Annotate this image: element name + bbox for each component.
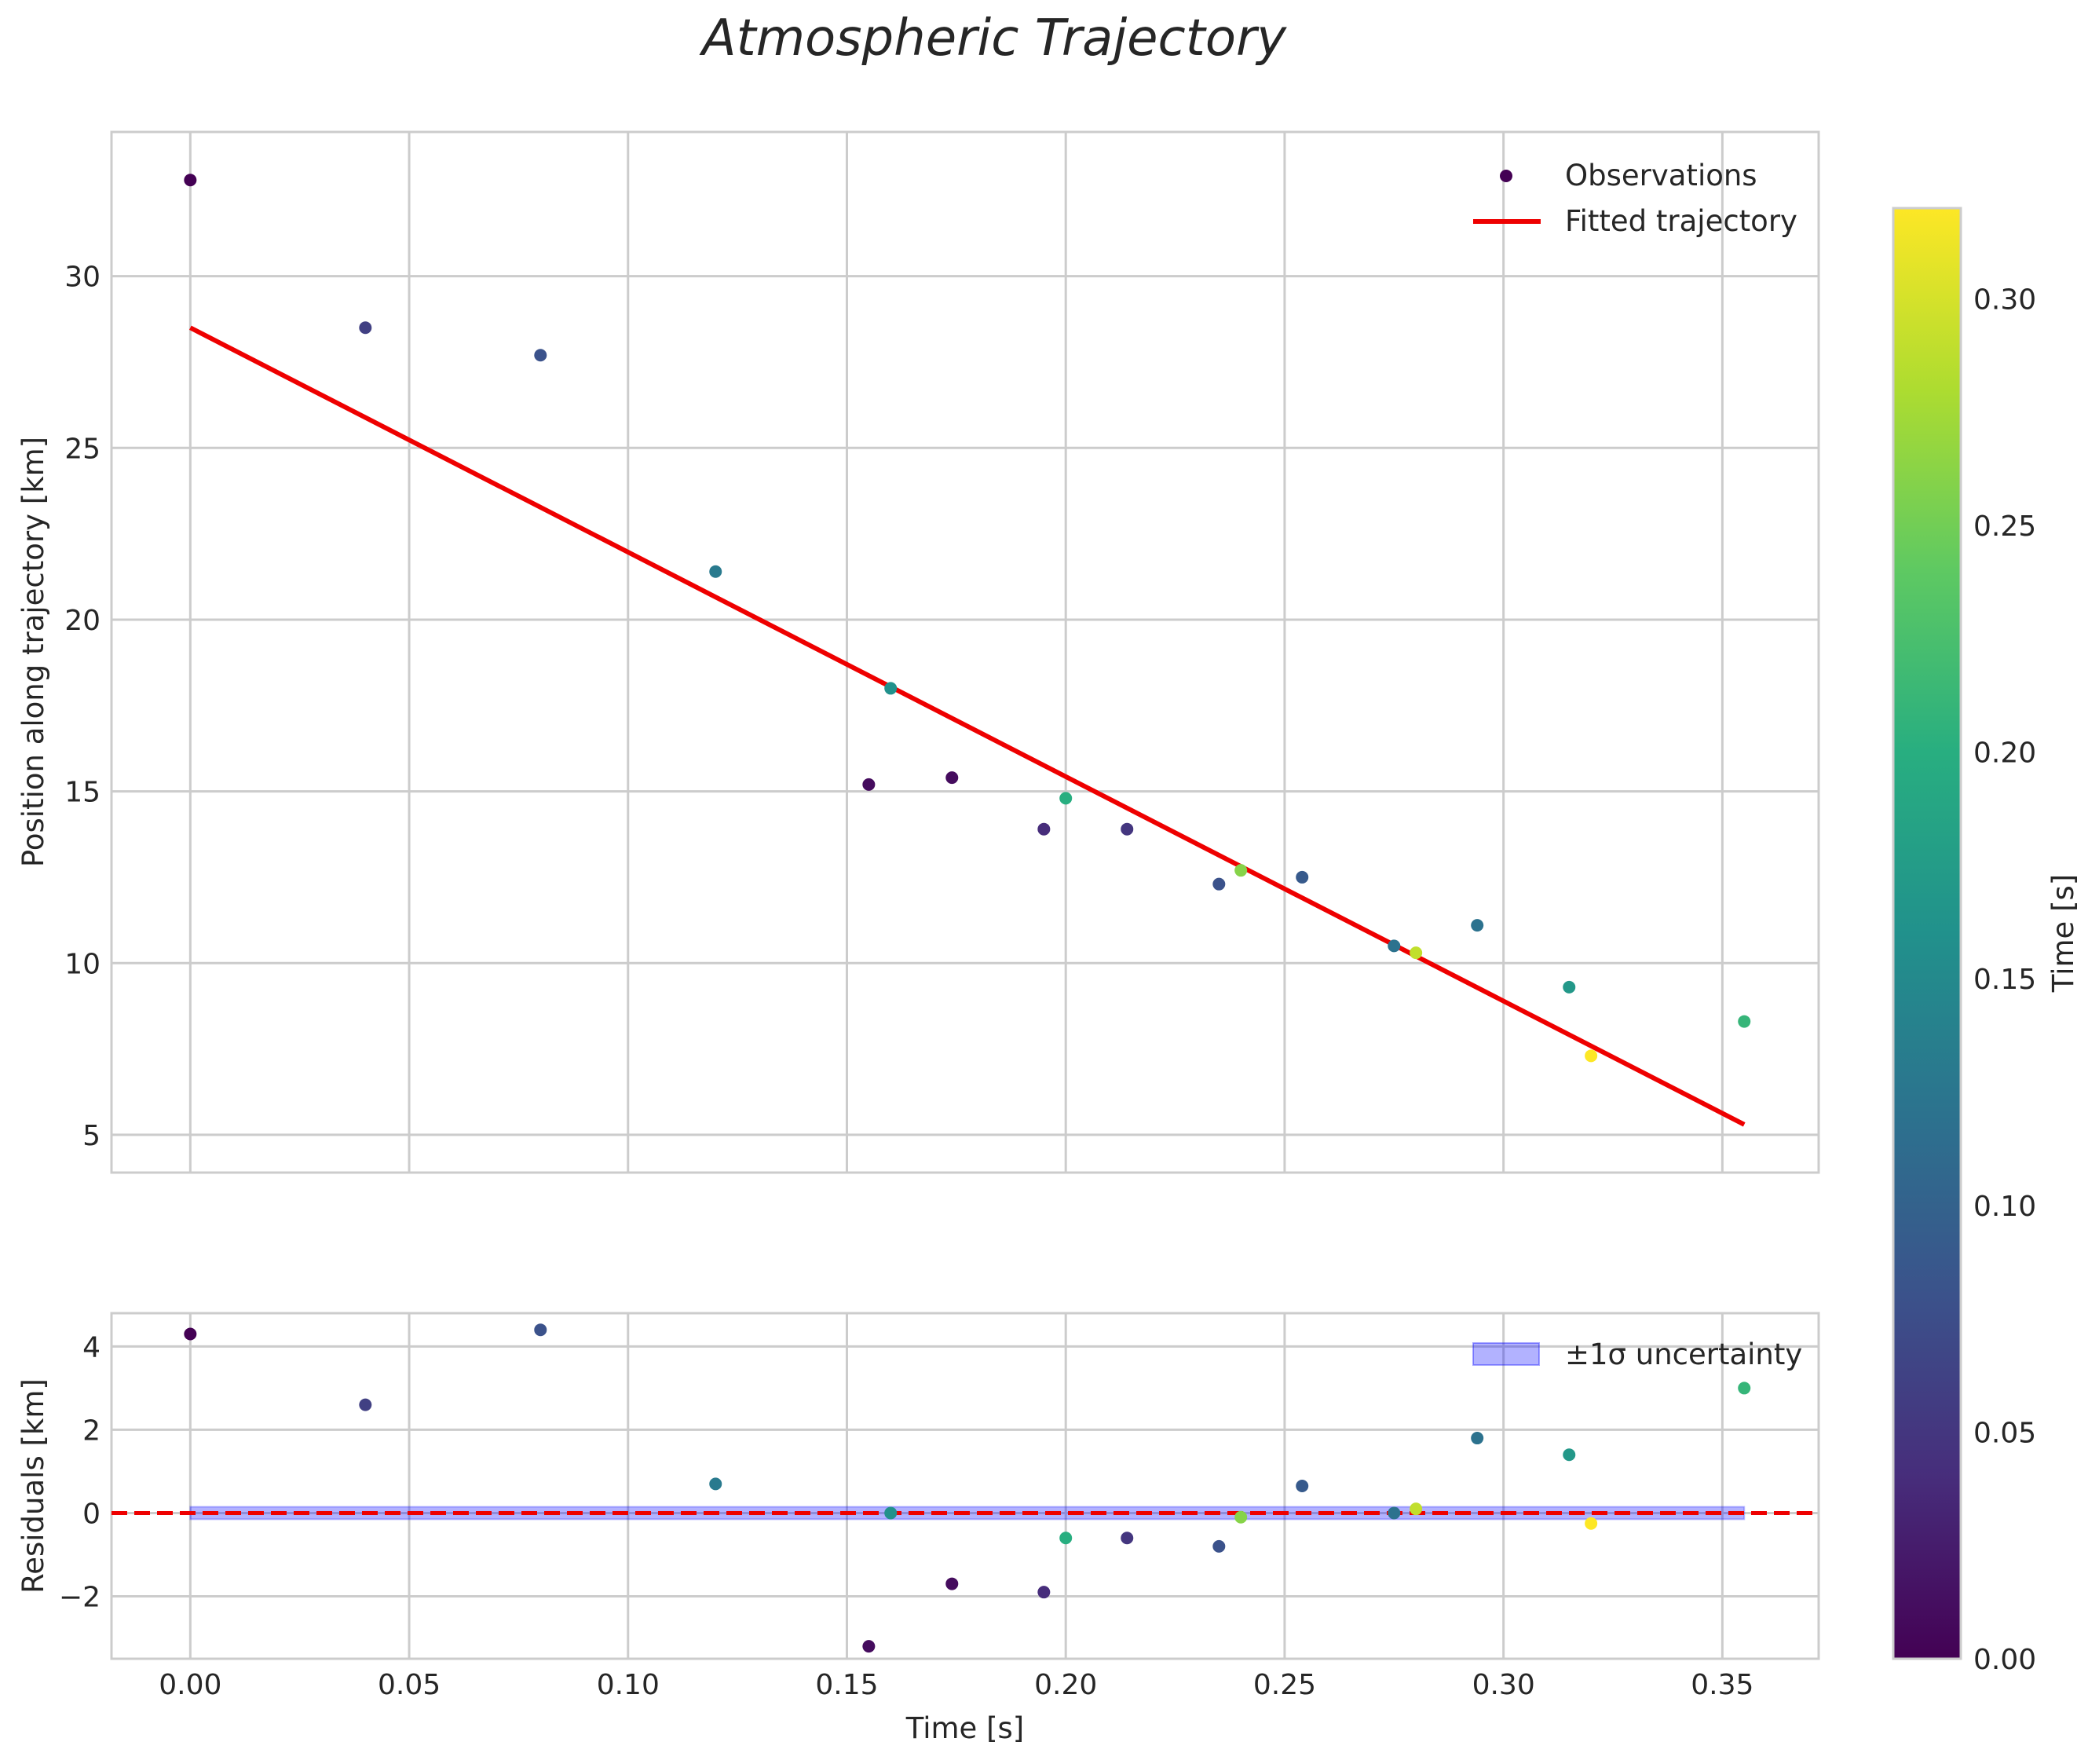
colorbar-tick-label: 0.05	[1973, 1417, 2036, 1449]
observation-point	[1563, 980, 1576, 994]
residual-point	[1212, 1539, 1226, 1553]
observation-point	[884, 682, 898, 695]
x-tick-label: 0.30	[1472, 1669, 1535, 1701]
residual-point	[709, 1477, 722, 1491]
legend-observations-marker	[1500, 170, 1512, 182]
observation-point	[1410, 946, 1423, 960]
observation-point	[862, 778, 876, 791]
observation-point	[1585, 1049, 1598, 1063]
x-tick-label: 0.00	[159, 1669, 221, 1701]
main-y-tick-label: 10	[64, 948, 101, 980]
res-y-tick-label: 4	[82, 1331, 101, 1363]
x-tick-label: 0.10	[597, 1669, 660, 1701]
colorbar-tick-label: 0.20	[1973, 737, 2036, 770]
residual-point	[184, 1327, 197, 1341]
observation-point	[359, 321, 372, 335]
main-y-tick-label: 15	[64, 777, 101, 809]
residual-point	[1234, 1510, 1248, 1524]
res-y-tick-label: −2	[59, 1581, 101, 1613]
residual-point	[1059, 1532, 1073, 1545]
x-tick-label: 0.05	[378, 1669, 441, 1701]
residual-point	[862, 1640, 876, 1653]
residual-point	[359, 1398, 372, 1411]
residual-point	[1388, 1506, 1401, 1520]
x-axis-label: Time [s]	[905, 1711, 1024, 1745]
observation-point	[184, 174, 197, 187]
legend-uncertainty-swatch	[1472, 1342, 1540, 1366]
observation-point	[1234, 864, 1248, 877]
colorbar: 0.00 0.05 0.10 0.15 0.20 0.25 0.30 Time [s]	[1892, 207, 2080, 1676]
residual-point	[884, 1506, 898, 1520]
residual-point	[534, 1323, 547, 1337]
colorbar-tick-label: 0.25	[1973, 511, 2036, 543]
x-tick-label: 0.35	[1691, 1669, 1753, 1701]
main-y-axis-label: Position along trajectory [km]	[16, 437, 50, 867]
x-ticks: 0.00 0.05 0.10 0.15 0.20 0.25 0.30 0.35	[159, 1669, 1753, 1701]
colorbar-ticks: 0.00 0.05 0.10 0.15 0.20 0.25 0.30	[1973, 284, 2036, 1676]
residuals-legend: ±1σ uncertainty	[1472, 1338, 1802, 1371]
residual-point	[1585, 1517, 1598, 1530]
residuals-plot-frame	[110, 1312, 1820, 1660]
observation-points	[184, 174, 1751, 1063]
observation-point	[945, 771, 959, 785]
main-y-tick-label: 30	[64, 262, 101, 294]
residuals-y-axis-label: Residuals [km]	[16, 1378, 50, 1594]
residuals-grid	[112, 1313, 1819, 1659]
observation-point	[1738, 1015, 1751, 1028]
legend-uncertainty-label: ±1σ uncertainty	[1565, 1338, 1802, 1371]
residual-point	[1738, 1382, 1751, 1395]
colorbar-label: Time [s]	[2046, 874, 2080, 993]
legend-observations-label: Observations	[1565, 159, 1757, 192]
colorbar-tick-label: 0.00	[1973, 1644, 2036, 1676]
colorbar-tick-label: 0.15	[1973, 964, 2036, 996]
residuals-panel: −2 0 2 4 0.00 0.05 0.10 0.15 0.20 0.25 0.30 0.35 R…	[16, 1312, 1820, 1745]
colorbar-tick-label: 0.10	[1973, 1191, 2036, 1223]
observation-point	[709, 565, 722, 578]
residual-point	[1037, 1586, 1051, 1599]
residual-point	[1296, 1480, 1309, 1492]
main-y-tick-label: 25	[64, 433, 101, 465]
observation-point	[1121, 822, 1134, 836]
colorbar-tick-label: 0.30	[1973, 284, 2036, 316]
residual-point	[1410, 1502, 1423, 1516]
chart-title: Atmospheric Trajectory	[699, 9, 1287, 68]
colorbar-gradient	[1892, 207, 1962, 1660]
main-plot-frame	[110, 130, 1820, 1174]
residual-point	[945, 1577, 959, 1590]
observation-point	[1471, 919, 1484, 932]
main-y-tick-label: 5	[82, 1120, 101, 1152]
x-tick-label: 0.25	[1253, 1669, 1316, 1701]
observation-point	[1212, 877, 1226, 891]
legend-fitted-label: Fitted trajectory	[1565, 204, 1797, 238]
residual-point	[1471, 1432, 1484, 1445]
residuals-y-ticks: −2 0 2 4	[59, 1331, 101, 1613]
residual-points	[184, 1323, 1751, 1653]
observation-point	[1296, 870, 1309, 884]
x-tick-label: 0.20	[1034, 1669, 1097, 1701]
fitted-trajectory-line	[188, 325, 1746, 1127]
observation-point	[1037, 822, 1051, 836]
fitted-trajectory-layer	[188, 325, 1746, 1127]
main-y-tick-label: 20	[64, 605, 101, 637]
observation-point	[1388, 939, 1401, 953]
main-y-ticks: 5 10 15 20 25 30	[64, 262, 101, 1152]
x-tick-label: 0.15	[815, 1669, 878, 1701]
main-panel: 5 10 15 20 25 30 Position along trajectory [k…	[16, 130, 1820, 1174]
main-grid	[112, 132, 1819, 1173]
res-y-tick-label: 2	[82, 1414, 101, 1447]
res-y-tick-label: 0	[82, 1498, 101, 1530]
observation-point	[534, 349, 547, 362]
residual-point	[1563, 1448, 1576, 1462]
main-legend: Observations Fitted trajectory	[1473, 159, 1797, 238]
residual-point	[1121, 1532, 1134, 1545]
observation-point	[1059, 792, 1073, 805]
